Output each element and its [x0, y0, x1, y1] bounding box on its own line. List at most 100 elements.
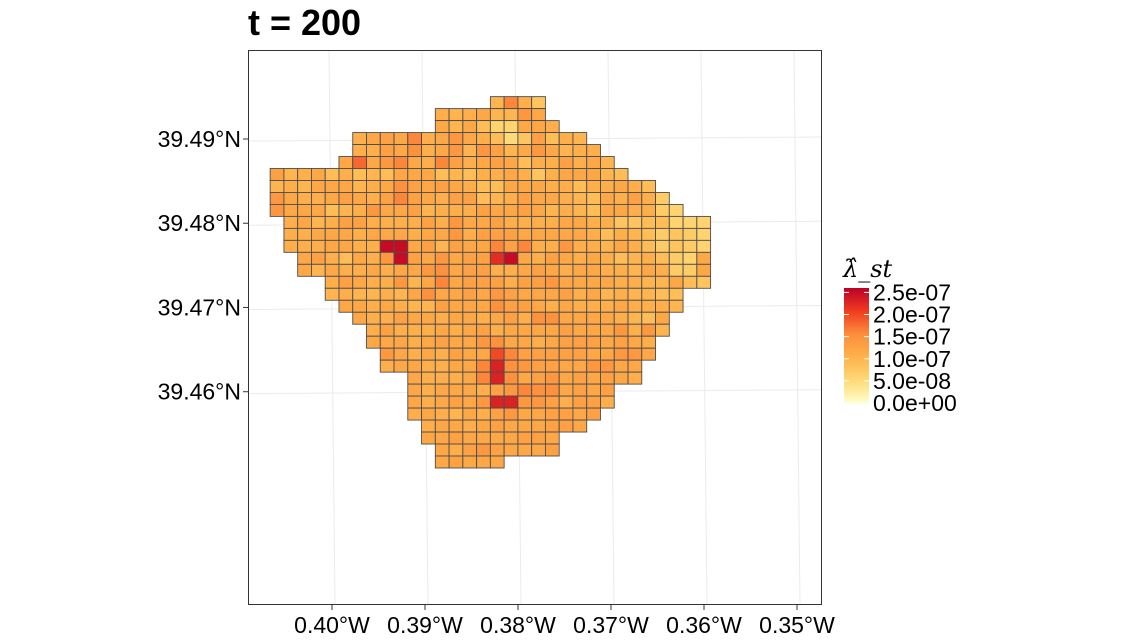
heatmap-cell-r17-c26 — [627, 299, 643, 313]
heatmap-cell-r23-c23 — [586, 371, 601, 385]
heatmap-cell-r12-c28 — [655, 239, 670, 253]
heatmap-cell-r10-c5 — [338, 215, 354, 229]
heatmap-cell-r25-c22 — [572, 395, 588, 409]
heatmap-cell-r26-c14 — [462, 407, 478, 421]
heatmap-cell-r3-c15 — [476, 132, 491, 145]
heatmap-cell-r5-c9 — [393, 156, 409, 169]
heatmap-cell-r14-c31 — [696, 263, 712, 277]
heatmap-cell-r22-c15 — [476, 359, 491, 373]
heatmap-cell-r28-c12 — [434, 431, 450, 445]
heatmap-cell-r7-c25 — [613, 180, 629, 193]
heatmap-cell-r20-c15 — [476, 335, 491, 349]
heatmap-cell-r21-c27 — [641, 347, 656, 361]
heatmap-cell-r26-c18 — [517, 407, 533, 421]
heatmap-cell-r15-c14 — [462, 275, 478, 289]
heatmap-cell-r18-c27 — [641, 311, 656, 325]
heatmap-cell-r11-c7 — [366, 227, 381, 241]
heatmap-cell-r17-c11 — [421, 299, 436, 313]
heatmap-cell-r23-c16 — [489, 371, 505, 385]
heatmap-cell-r18-c13 — [448, 311, 464, 325]
heatmap-cell-r6-c17 — [503, 168, 519, 181]
heatmap-cell-r7-c23 — [586, 180, 601, 193]
heatmap-cell-r10-c30 — [682, 215, 698, 229]
heatmap-cell-r20-c19 — [531, 335, 546, 349]
heatmap-cell-r9-c17 — [503, 203, 519, 217]
heatmap-cell-r23-c17 — [503, 371, 519, 385]
heatmap-cell-r0-c17 — [503, 96, 519, 110]
heatmap-cell-r18-c8 — [379, 311, 395, 325]
legend-title: λ̂_st — [842, 255, 893, 283]
heatmap-cell-r7-c14 — [462, 180, 478, 193]
heatmap-cell-r8-c27 — [641, 192, 656, 205]
heatmap-cell-r19-c16 — [489, 323, 505, 337]
heatmap-cell-r7-c4 — [324, 180, 340, 193]
heatmap-cell-r0-c18 — [517, 96, 533, 110]
heatmap-cell-r14-c13 — [448, 263, 464, 277]
heatmap-cell-r22-c11 — [421, 359, 436, 373]
heatmap-cell-r13-c6 — [352, 251, 367, 265]
heatmap-cell-r18-c16 — [489, 311, 505, 325]
heatmap-cell-r10-c3 — [311, 215, 326, 229]
heatmap-cell-r10-c9 — [393, 215, 409, 229]
heatmap-cell-r11-c9 — [393, 227, 409, 241]
heatmap-cell-r12-c17 — [503, 239, 519, 253]
heatmap-cell-r20-c14 — [462, 335, 478, 349]
heatmap-cell-r21-c8 — [379, 347, 395, 361]
heatmap-cell-r11-c12 — [434, 227, 450, 241]
heatmap-cell-r8-c6 — [352, 192, 367, 205]
heatmap-cell-r30-c16 — [489, 455, 505, 469]
heatmap-cell-r20-c22 — [572, 335, 588, 349]
heatmap-cell-r22-c16 — [489, 359, 505, 373]
heatmap-cell-r20-c8 — [379, 335, 395, 349]
heatmap-cell-r15-c26 — [627, 275, 643, 289]
heatmap-cell-r7-c6 — [352, 180, 367, 193]
heatmap-cell-r20-c12 — [434, 335, 450, 349]
legend-colorbar — [844, 288, 869, 403]
heatmap-cell-r11-c6 — [352, 227, 367, 241]
heatmap-cell-r2-c15 — [476, 120, 491, 134]
heatmap-cell-r22-c21 — [558, 359, 574, 373]
heatmap-cell-r6-c0 — [269, 168, 285, 181]
heatmap-cell-r16-c16 — [489, 287, 505, 301]
heatmap-cell-r24-c24 — [600, 383, 615, 397]
heatmap-cell-r29-c18 — [517, 443, 533, 457]
heatmap-cell-r3-c11 — [421, 132, 436, 145]
heatmap-cell-r10-c13 — [448, 215, 464, 229]
heatmap-cell-r16-c28 — [655, 287, 670, 301]
heatmap-cell-r20-c16 — [489, 335, 505, 349]
heatmap-cell-r3-c17 — [503, 132, 519, 145]
heatmap-cell-r16-c24 — [600, 287, 615, 301]
heatmap-cell-r10-c21 — [558, 215, 574, 229]
heatmap-cell-r13-c31 — [696, 251, 712, 265]
heatmap-cell-r5-c18 — [517, 156, 533, 169]
legend-label-5: 2.5e-07 — [873, 279, 951, 305]
heatmap-cell-r3-c8 — [379, 132, 395, 145]
heatmap-cell-r28-c13 — [448, 431, 464, 445]
heatmap-cell-r13-c27 — [641, 251, 656, 265]
heatmap-cell-r13-c20 — [544, 251, 560, 265]
heatmap-cell-r8-c7 — [366, 192, 381, 205]
heatmap-cell-r7-c22 — [572, 180, 588, 193]
heatmap-cell-r6-c20 — [544, 168, 560, 181]
heatmap-cell-r9-c1 — [283, 203, 299, 217]
heatmap-cell-r17-c21 — [558, 299, 574, 313]
heatmap-cell-r20-c17 — [503, 335, 519, 349]
heatmap-cell-r9-c14 — [462, 203, 478, 217]
heatmap-cell-r16-c8 — [379, 287, 395, 301]
heatmap-cell-r11-c4 — [324, 227, 340, 241]
heatmap-cell-r9-c29 — [668, 203, 684, 217]
heatmap-cell-r19-c10 — [407, 323, 423, 337]
heatmap-cell-r18-c10 — [407, 311, 423, 325]
heatmap-cell-r1-c15 — [476, 108, 491, 122]
heatmap-cell-r19-c13 — [448, 323, 464, 337]
heatmap-cell-r20-c10 — [407, 335, 423, 349]
heatmap-cell-r4-c22 — [572, 144, 588, 157]
heatmap-cell-r3-c6 — [352, 132, 367, 145]
heatmap-cell-r18-c17 — [503, 311, 519, 325]
heatmap-cell-r8-c18 — [517, 192, 533, 205]
heatmap-cell-r23-c14 — [462, 371, 478, 385]
heatmap-cell-r15-c30 — [682, 275, 698, 289]
heatmap-cell-r16-c12 — [434, 287, 450, 301]
heatmap-cell-r9-c27 — [641, 203, 656, 217]
heatmap-cell-r6-c5 — [338, 168, 354, 181]
